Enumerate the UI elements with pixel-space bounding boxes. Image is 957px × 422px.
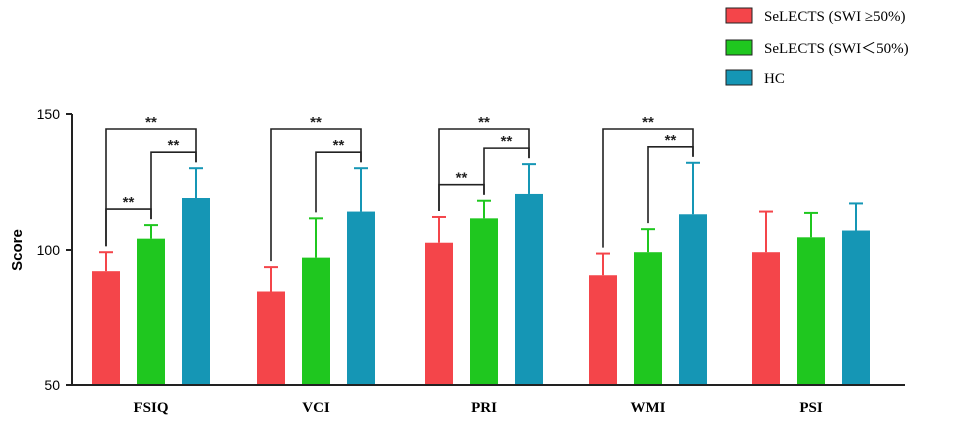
legend-swatch-hc: [725, 69, 753, 86]
bar: [182, 198, 210, 385]
category-label-wmi: WMI: [631, 400, 666, 416]
y-axis-label: Score: [9, 229, 26, 271]
significance-label: **: [665, 132, 677, 149]
y-tick-label: 150: [37, 106, 61, 122]
category-label-vci: VCI: [302, 400, 330, 416]
significance-label: **: [478, 114, 490, 131]
legend-swatch-swi-high: [725, 7, 753, 24]
category-label-psi: PSI: [799, 400, 823, 416]
bar: [302, 257, 330, 385]
bar: [797, 237, 825, 385]
y-tick-label: 50: [44, 377, 60, 393]
bar: [137, 238, 165, 385]
significance-bracket: [315, 151, 362, 213]
bar: [425, 242, 453, 385]
significance-bracket: [270, 128, 362, 262]
bar: [92, 271, 120, 385]
legend-swatch-swi-low: [725, 39, 753, 56]
significance-label: **: [333, 137, 345, 154]
bar: [752, 252, 780, 385]
category-label-pri: PRI: [471, 400, 497, 416]
legend: SeLECTS (SWI ≥50%) SeLECTS (SWI＜50%) HC: [725, 7, 909, 87]
significance-label: **: [145, 114, 157, 131]
legend-label-swi-low: SeLECTS (SWI＜50%): [764, 41, 909, 57]
bar: [515, 193, 543, 385]
bar: [634, 252, 662, 385]
bar: [679, 214, 707, 385]
significance-bracket: [150, 151, 197, 220]
significance-bracket: [105, 128, 197, 247]
significance-label: **: [642, 114, 654, 131]
significance-label: **: [501, 133, 513, 150]
x-category-labels: FSIQ VCI PRI WMI PSI: [133, 400, 822, 416]
significance-bracket: [438, 183, 485, 211]
significance-bracket: [647, 145, 694, 224]
significance-label: **: [310, 114, 322, 131]
category-label-fsiq: FSIQ: [133, 400, 168, 416]
significance-label: **: [168, 137, 180, 154]
significance-label: **: [456, 170, 468, 187]
y-tick-label: 100: [37, 242, 61, 258]
bar: [347, 211, 375, 385]
y-ticks: 50 100 150: [37, 106, 72, 393]
bar: [470, 218, 498, 385]
significance-bracket: [602, 128, 694, 248]
significance-bracket: [483, 147, 530, 195]
legend-label-hc: HC: [764, 71, 785, 87]
significance-label: **: [123, 194, 135, 211]
bar: [842, 230, 870, 385]
bar: [589, 275, 617, 385]
bar: [257, 291, 285, 385]
chart-marks: ** ** ** ** ** ** ** ** ** **: [92, 114, 870, 385]
significance-bracket: [438, 128, 530, 211]
legend-label-swi-high: SeLECTS (SWI ≥50%): [764, 9, 906, 25]
